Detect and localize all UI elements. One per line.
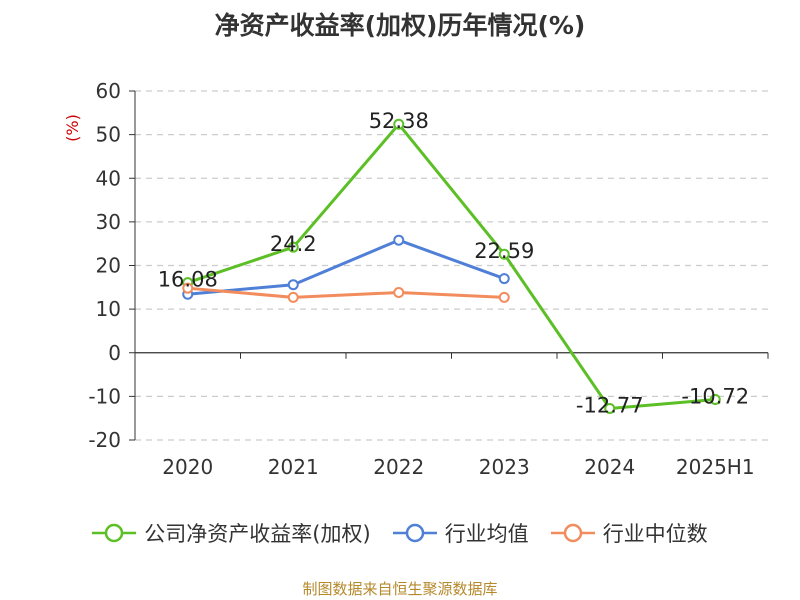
- data-label: 22.59: [474, 239, 534, 263]
- data-point: [287, 291, 299, 303]
- series-lines: [182, 118, 721, 414]
- y-tick-label: 50: [96, 123, 121, 147]
- legend-label: 行业均值: [444, 522, 529, 546]
- data-label: -12.77: [576, 393, 644, 417]
- legend-item[interactable]: 行业中位数: [550, 518, 708, 548]
- legend-label: 公司净资产收益率(加权): [144, 522, 371, 546]
- axes: -20 -10 0 10 20 30 40 50 60 2020 2021 2022 2023 2024 2…: [88, 79, 769, 479]
- legend-marker-icon: [392, 523, 437, 543]
- x-tick-label: 2024: [584, 455, 635, 479]
- legend-item[interactable]: 公司净资产收益率(加权): [92, 518, 371, 548]
- data-point: [182, 282, 194, 294]
- gridlines: [135, 90, 768, 441]
- data-label: 16.08: [158, 268, 218, 292]
- legend-marker-icon: [92, 523, 137, 543]
- data-point: [287, 241, 299, 253]
- data-label: -10.72: [681, 385, 749, 409]
- source-note: 制图数据来自恒生聚源数据库: [302, 580, 498, 598]
- legend-item[interactable]: 行业均值: [392, 518, 529, 548]
- x-tick-label: 2022: [373, 455, 424, 479]
- data-point: [604, 402, 616, 414]
- data-label: 24.2: [270, 232, 317, 256]
- y-tick-label: 60: [96, 79, 121, 103]
- series-line-0: [187, 122, 716, 410]
- data-label: 52.38: [369, 109, 429, 133]
- y-tick-label: -10: [88, 384, 121, 408]
- y-tick-label: 20: [96, 254, 121, 278]
- y-tick-label: 10: [96, 297, 121, 321]
- y-tick-label: 0: [108, 341, 121, 365]
- data-point: [393, 234, 405, 246]
- data-point: [393, 118, 405, 130]
- x-tick-label: 2023: [479, 455, 530, 479]
- x-tick-label: 2025H1: [676, 455, 755, 479]
- x-tick-label: 2021: [268, 455, 319, 479]
- chart-title: 净资产收益率(加权)历年情况(%): [214, 11, 586, 40]
- series-line-2: [187, 286, 505, 299]
- y-tick-label: -20: [88, 428, 121, 452]
- data-point: [287, 279, 299, 291]
- y-tick-label: 30: [96, 210, 121, 234]
- legend: 公司净资产收益率(加权) 行业均值 行业中位数: [0, 518, 800, 548]
- series-line-1: [187, 238, 505, 296]
- data-point: [498, 248, 510, 260]
- y-axis-label: (%): [63, 114, 82, 142]
- data-point: [709, 394, 721, 406]
- legend-marker-icon: [550, 523, 595, 543]
- x-tick-label: 2020: [162, 455, 213, 479]
- data-labels: 16.08 24.2 52.38 22.59 -12.77 -10.72: [158, 109, 749, 417]
- y-tick-label: 40: [96, 166, 121, 190]
- data-point: [498, 291, 510, 303]
- data-point: [498, 273, 510, 285]
- data-point: [393, 287, 405, 299]
- legend-label: 行业中位数: [602, 522, 708, 546]
